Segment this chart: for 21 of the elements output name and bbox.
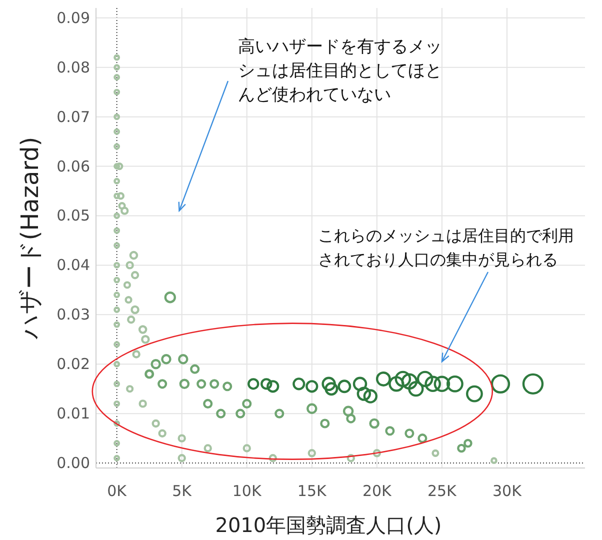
x-tick-label: 30K bbox=[492, 482, 523, 500]
y-tick-label: 0.01 bbox=[56, 404, 90, 423]
y-tick-label: 0.02 bbox=[56, 355, 90, 374]
x-tick-label: 0K bbox=[107, 482, 128, 500]
y-tick-label: 0.08 bbox=[56, 58, 90, 76]
x-tick-label: 20K bbox=[362, 482, 393, 500]
annotation: 高いハザードを有するメッシュは居住目的としてほとんど使われていない bbox=[238, 37, 442, 105]
x-tick-label: 10K bbox=[232, 482, 262, 500]
x-axis-title: 2010年国勢調査人口(人) bbox=[215, 513, 442, 537]
y-tick-label: 0.09 bbox=[56, 8, 90, 27]
annotation: これらのメッシュは居住目的で利用されており人口の集中が見られる bbox=[318, 226, 574, 269]
y-tick-label: 0.05 bbox=[56, 206, 90, 225]
y-tick-label: 0.04 bbox=[56, 256, 90, 274]
y-tick-label: 0.07 bbox=[56, 108, 90, 126]
x-tick-label: 15K bbox=[297, 482, 328, 500]
y-axis-title: ハザード(Hazard) bbox=[16, 136, 44, 340]
y-tick-label: 0.06 bbox=[56, 157, 90, 176]
y-tick-label: 0.03 bbox=[56, 306, 90, 324]
x-tick-label: 25K bbox=[427, 482, 458, 500]
y-tick-label: 0.00 bbox=[56, 454, 90, 472]
x-tick-label: 5K bbox=[172, 482, 193, 500]
